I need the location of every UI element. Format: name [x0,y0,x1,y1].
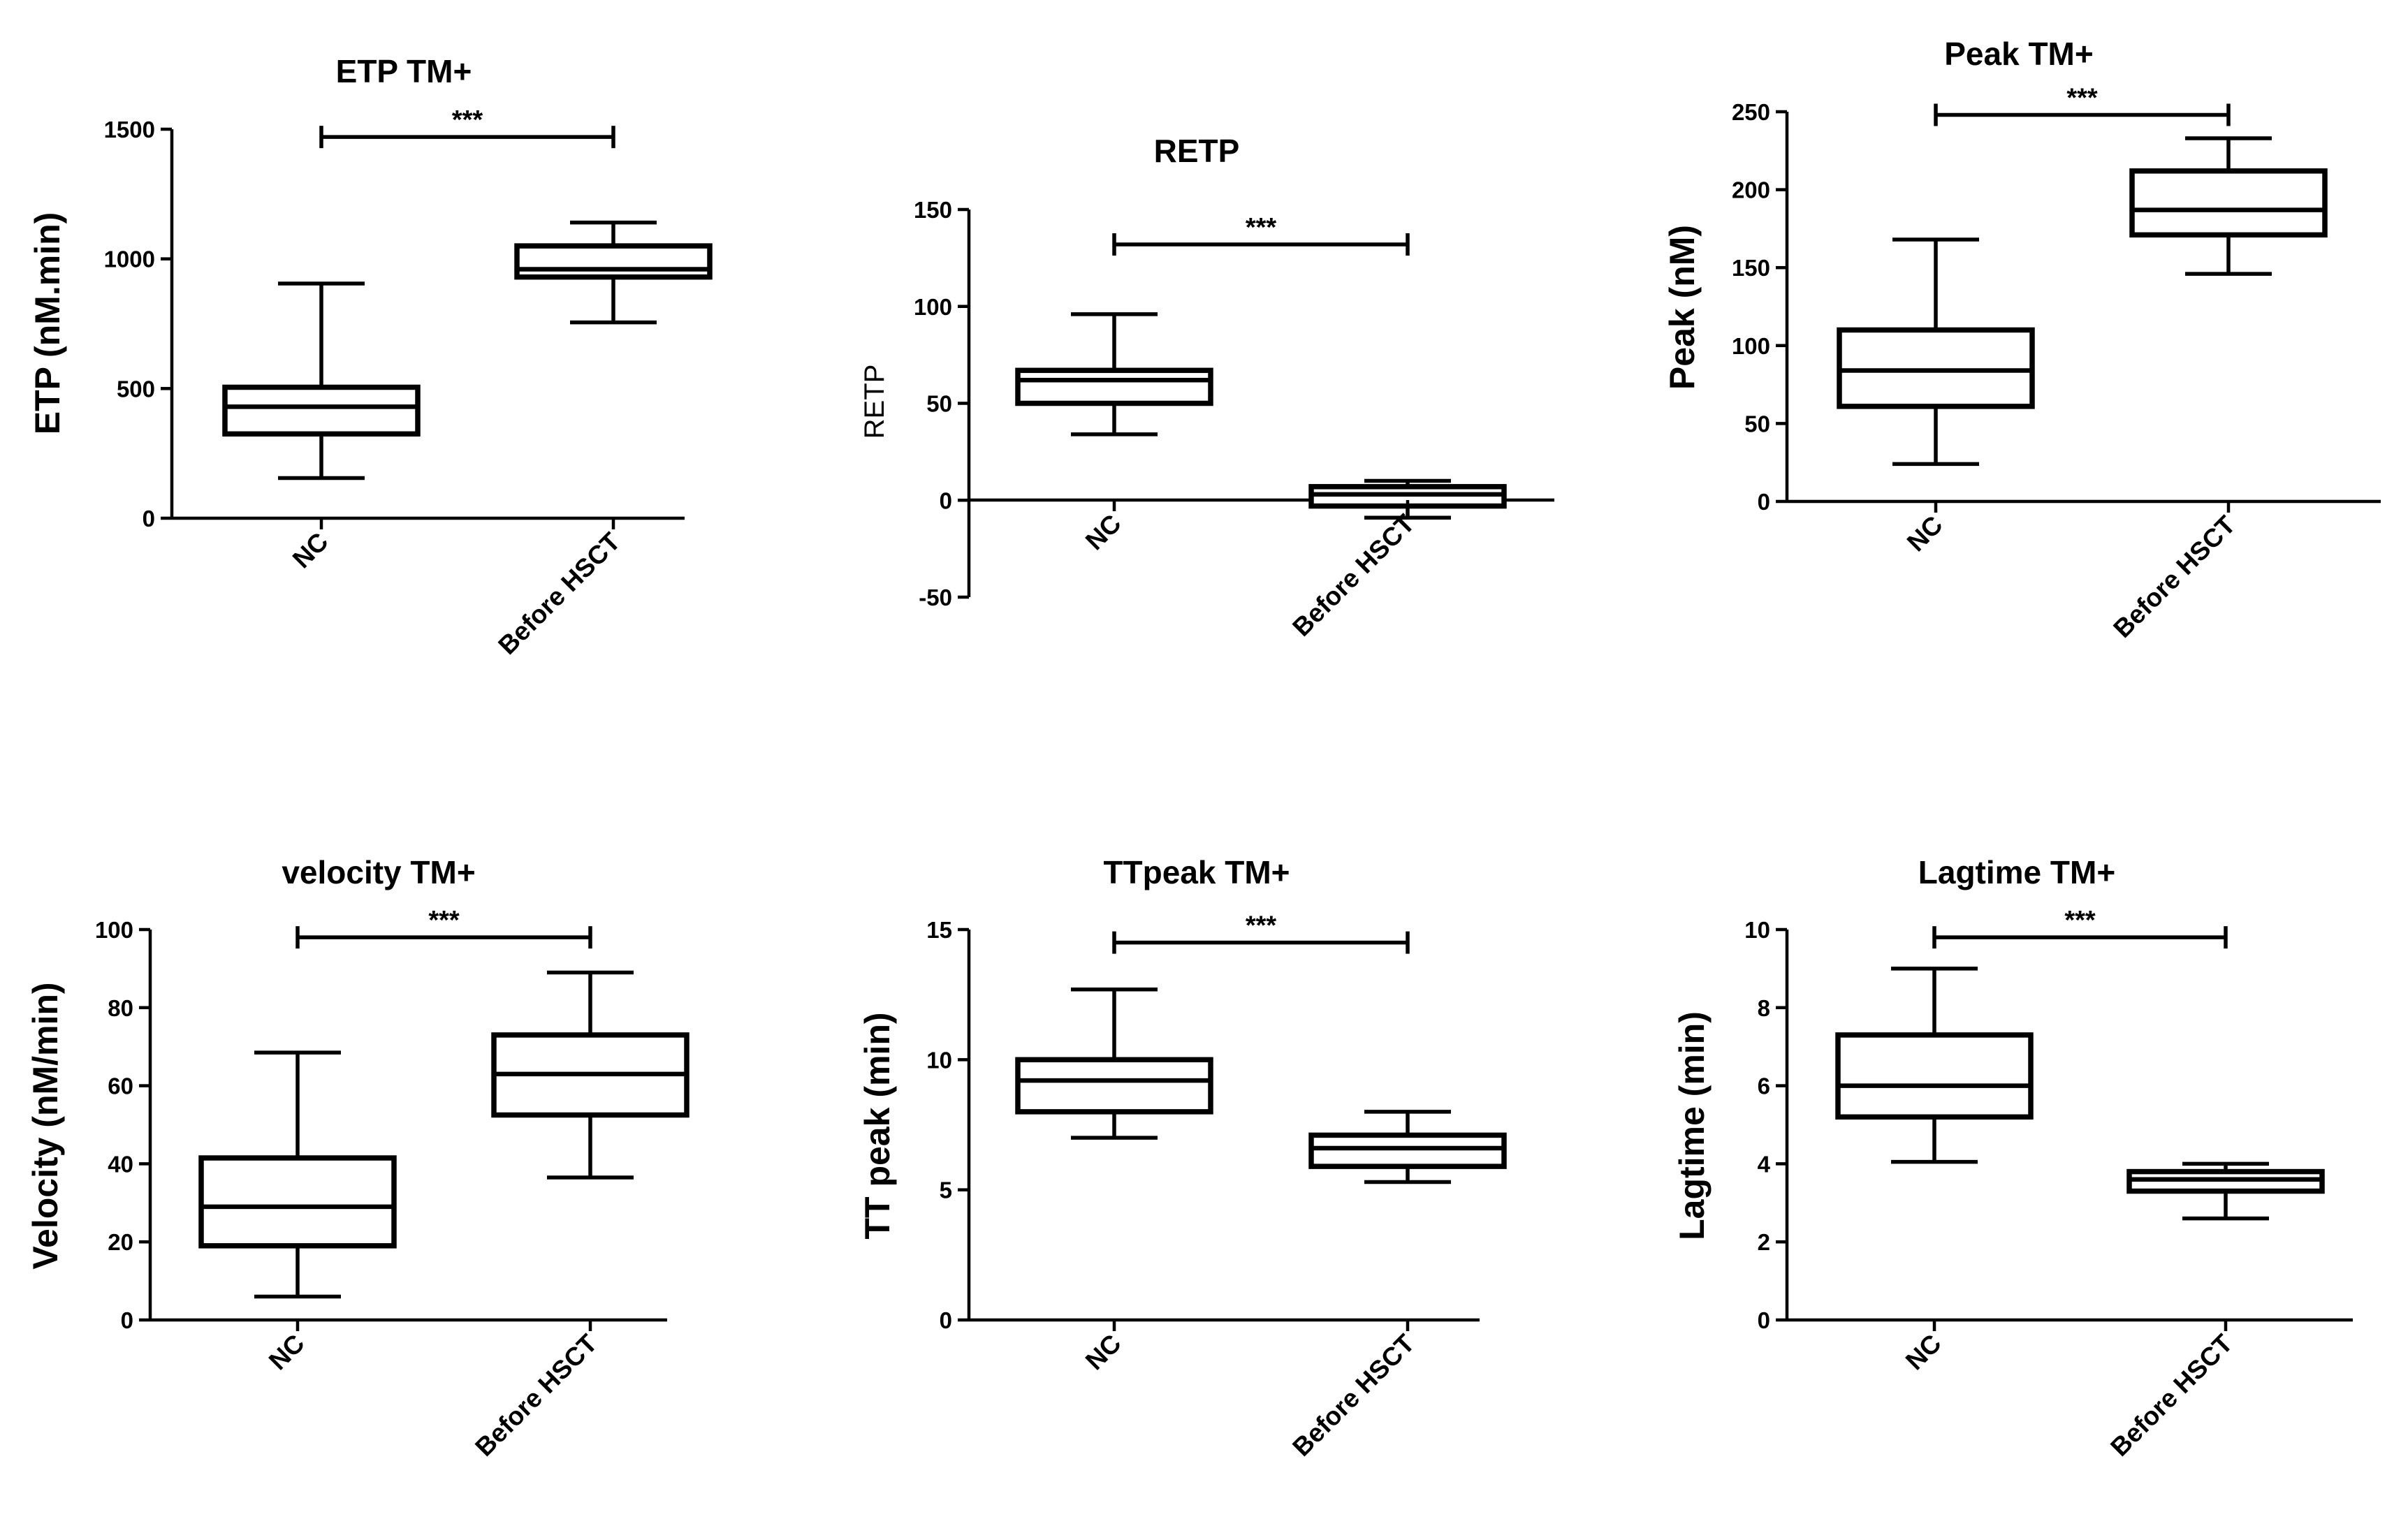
iqr-box [1015,367,1213,406]
box-nc [1015,312,1213,436]
chart-title: RETP [1154,133,1240,169]
x-category-label: NC [287,527,334,574]
iqr-box [514,243,713,280]
y-tick-label: 250 [1732,99,1770,125]
y-tick-label: 500 [117,376,155,402]
y-tick-label: 150 [914,197,952,223]
chart-title: Lagtime TM+ [1918,854,2115,890]
iqr-box [1835,1032,2034,1120]
significance-bracket: *** [1934,83,2231,126]
significance-bracket: *** [1112,911,1410,954]
y-tick-label: 0 [1758,1307,1770,1333]
y-tick-label: 0 [121,1307,133,1333]
y-tick-label: 100 [95,917,133,943]
box-nc [1835,967,2034,1164]
x-category-label: Before HSCT [2108,510,2241,643]
y-tick-label: -50 [919,585,952,610]
y-tick-label: 4 [1758,1151,1771,1177]
x-category-label: Before HSCT [469,1328,603,1462]
chart-panel-4: velocity TM+ Velocity (nM/min) 0 20 40 60 80 10… [26,854,689,1462]
y-tick-label: 15 [926,917,952,943]
box-nc [222,281,421,480]
y-tick-label: 1500 [104,117,155,142]
chart-panel-5: TTpeak TM+ TT peak (min) 0 5 10 15 NC Before HS… [858,854,1507,1462]
y-axis-label: Lagtime (min) [1672,1011,1712,1240]
chart-title: TTpeak TM+ [1103,854,1290,890]
chart-panel-2: RETP RETP -50 0 50 100 150 NC Before HSCT *** [859,133,1554,642]
box-before-hsct [1308,478,1507,520]
y-tick-label: 5 [940,1177,952,1203]
y-axis-label: ETP (nM.min) [28,212,67,435]
significance-label: *** [2064,906,2096,935]
y-tick-label: 200 [1732,177,1770,203]
x-category-label: Before HSCT [2105,1328,2238,1462]
x-category-label: NC [1902,511,1948,557]
x-category-label: NC [263,1329,310,1376]
y-tick-label: 20 [108,1229,133,1255]
significance-label: *** [1246,911,1277,941]
y-tick-label: 0 [1758,489,1770,515]
y-axis-label: Velocity (nM/min) [26,982,65,1269]
y-tick-label: 100 [1732,333,1770,359]
y-tick-label: 40 [108,1151,133,1177]
significance-label: *** [1246,213,1277,242]
iqr-box [1837,327,2035,409]
y-tick-label: 150 [1732,255,1770,281]
y-tick-label: 10 [926,1047,952,1073]
y-tick-label: 6 [1758,1073,1770,1099]
x-category-label: NC [1900,1329,1947,1376]
box-before-hsct [1308,1110,1507,1184]
y-tick-label: 100 [914,294,952,320]
significance-bracket: *** [1932,906,2228,949]
y-tick-label: 8 [1758,995,1770,1021]
y-tick-label: 80 [108,995,133,1021]
box-before-hsct [514,220,713,325]
iqr-box [222,384,421,437]
box-nc [1015,987,1213,1140]
y-tick-label: 0 [143,506,155,531]
x-category-label: Before HSCT [492,527,626,660]
y-tick-label: 60 [108,1073,133,1099]
box-before-hsct [2126,1161,2325,1221]
y-tick-label: 0 [940,487,952,513]
y-tick-label: 2 [1758,1229,1770,1255]
chart-panel-6: Lagtime TM+ Lagtime (min) 0 2 4 6 8 10 NC Before … [1672,854,2353,1462]
y-axis-label: RETP [859,365,890,439]
x-category-label: NC [1080,1329,1127,1376]
chart-title: velocity TM+ [282,854,475,890]
y-tick-label: 50 [1744,411,1770,436]
y-axis-label: TT peak (min) [858,1012,897,1239]
chart-title: ETP TM+ [336,53,472,89]
box-before-hsct [491,970,689,1180]
significance-label: *** [452,105,483,135]
x-category-label: Before HSCT [1287,1328,1420,1462]
y-tick-label: 1000 [104,247,155,272]
y-tick-label: 10 [1744,917,1770,943]
chart-title: Peak TM+ [1944,36,2094,72]
chart-panel-1: ETP TM+ ETP (nM.min) 0 500 1000 1500 NC Before … [28,53,713,660]
box-before-hsct [2129,136,2328,276]
iqr-box [2129,168,2328,238]
significance-bracket: *** [1112,213,1410,256]
box-nc [1837,237,2035,467]
x-category-label: Before HSCT [1287,508,1420,642]
iqr-box [1308,1132,1507,1169]
x-category-label: NC [1080,509,1127,556]
y-tick-label: 50 [926,391,952,417]
significance-bracket: *** [319,105,615,149]
y-tick-label: 0 [940,1307,952,1333]
significance-bracket: *** [295,906,592,949]
significance-label: *** [428,906,460,935]
iqr-box [1015,1057,1213,1115]
chart-panel-3: Peak TM+ Peak (nM) 0 50 100 150 200 250 NC Before… [1663,36,2381,643]
significance-label: *** [2066,83,2098,112]
box-nc [198,1050,397,1299]
iqr-box [198,1155,397,1249]
y-axis-label: Peak (nM) [1663,225,1702,390]
